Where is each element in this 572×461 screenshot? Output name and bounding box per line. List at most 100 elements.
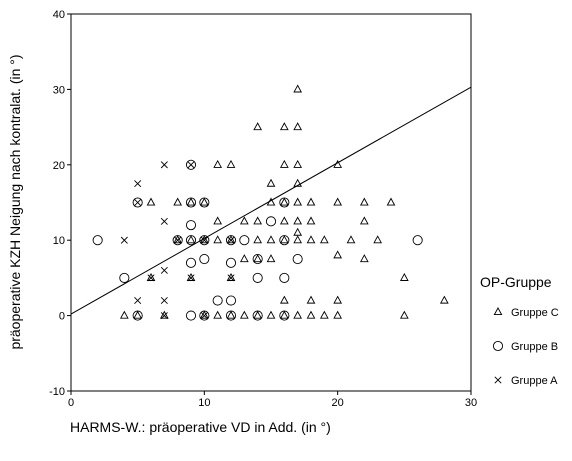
data-point xyxy=(253,235,263,244)
data-point xyxy=(185,197,197,208)
data-point xyxy=(412,235,423,246)
data-point xyxy=(186,235,196,244)
data-point xyxy=(92,235,103,246)
data-point xyxy=(160,266,168,274)
data-point xyxy=(266,254,276,263)
legend-label: Gruppe B xyxy=(511,341,558,353)
data-point xyxy=(266,235,276,244)
data-point xyxy=(306,295,316,304)
data-point xyxy=(134,297,142,305)
data-point xyxy=(213,310,223,319)
data-point xyxy=(279,295,289,304)
data-point xyxy=(293,216,303,225)
data-point xyxy=(266,178,276,187)
data-point xyxy=(333,159,343,168)
legend-marker xyxy=(492,340,504,352)
data-point xyxy=(293,84,303,93)
data-point xyxy=(172,235,183,246)
data-point xyxy=(279,235,290,246)
data-point xyxy=(226,272,236,281)
data-point xyxy=(306,235,316,244)
data-point xyxy=(306,197,316,206)
data-point xyxy=(225,257,237,268)
y-tick-label: 10 xyxy=(53,235,65,247)
data-point xyxy=(253,254,263,263)
data-point xyxy=(225,235,237,246)
data-point xyxy=(333,197,343,206)
data-point xyxy=(279,235,289,244)
data-point xyxy=(293,197,303,206)
data-point xyxy=(186,197,196,206)
data-point xyxy=(306,216,316,225)
data-point xyxy=(253,216,263,225)
data-point xyxy=(239,216,249,225)
data-point xyxy=(266,310,276,319)
data-point xyxy=(160,297,168,305)
data-point xyxy=(174,236,182,244)
data-point xyxy=(199,235,210,246)
data-point xyxy=(199,235,209,244)
y-tick-label: 20 xyxy=(53,160,65,172)
data-point xyxy=(359,197,369,206)
data-point xyxy=(319,235,329,244)
data-point xyxy=(187,274,195,282)
data-point xyxy=(226,159,236,168)
y-axis: -10 0 10 20 30 40 xyxy=(49,9,71,398)
data-point xyxy=(399,272,409,281)
data-point xyxy=(333,310,343,319)
data-point xyxy=(160,312,168,320)
data-point xyxy=(199,197,210,208)
data-point xyxy=(187,161,195,169)
data-point xyxy=(213,216,223,225)
data-point xyxy=(134,180,142,188)
data-point xyxy=(333,295,343,304)
data-point xyxy=(253,310,263,319)
y-tick-label: 0 xyxy=(59,311,65,323)
data-point xyxy=(200,236,208,244)
data-point xyxy=(279,122,289,131)
data-point xyxy=(160,161,168,169)
data-point xyxy=(359,254,369,263)
data-point xyxy=(319,310,329,319)
legend-label: Gruppe A xyxy=(511,375,558,387)
legend-title: OP-Gruppe xyxy=(480,274,552,290)
data-point xyxy=(439,295,449,304)
data-point xyxy=(293,235,303,244)
data-point xyxy=(359,216,369,225)
data-point xyxy=(279,216,289,225)
data-point xyxy=(200,312,208,320)
data-point xyxy=(252,253,263,265)
data-point xyxy=(199,253,210,265)
legend-marker xyxy=(494,376,502,384)
y-axis-title: präoperative KZH Neigung nach kontralat.… xyxy=(7,54,23,349)
data-point xyxy=(252,272,263,283)
data-point xyxy=(225,295,237,306)
data-point xyxy=(306,310,316,319)
data-markers xyxy=(92,84,449,321)
data-point xyxy=(293,310,303,319)
data-point xyxy=(185,257,197,268)
data-point xyxy=(225,310,237,321)
x-axis: 0 10 20 30 xyxy=(68,391,477,409)
data-point xyxy=(292,253,303,265)
x-tick-label: 20 xyxy=(332,397,344,409)
data-point xyxy=(147,274,155,282)
data-point xyxy=(134,198,142,207)
data-point xyxy=(373,235,383,244)
data-point xyxy=(239,254,249,263)
data-point xyxy=(293,178,303,187)
data-point xyxy=(279,159,289,168)
data-point xyxy=(226,310,236,319)
data-point xyxy=(227,236,235,244)
data-point xyxy=(279,197,290,208)
data-point xyxy=(132,197,143,208)
data-point xyxy=(185,235,197,246)
data-point xyxy=(132,310,143,321)
data-point xyxy=(293,122,303,131)
data-point xyxy=(346,235,356,244)
data-point xyxy=(199,310,210,321)
data-point xyxy=(185,220,197,231)
data-point xyxy=(173,235,183,244)
data-point xyxy=(266,197,276,206)
